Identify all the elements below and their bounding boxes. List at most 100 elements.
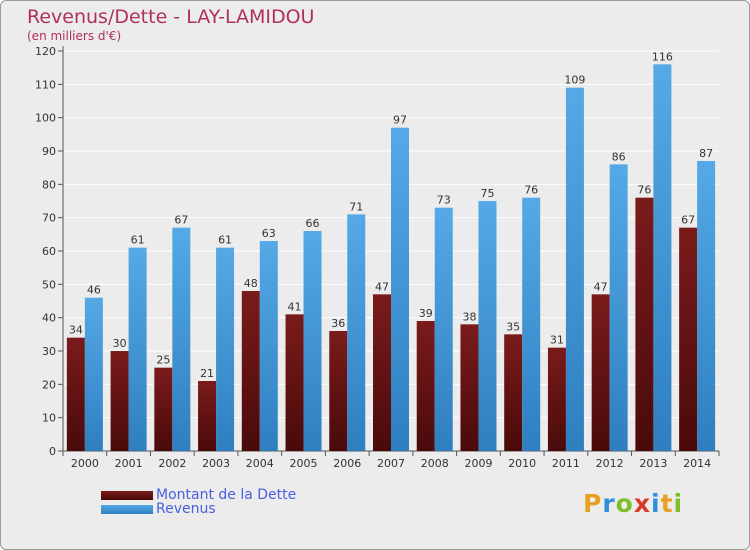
bar-debt-2003 — [198, 381, 217, 451]
x-tick-label-2014: 2014 — [683, 457, 711, 470]
logo-letter: i — [651, 489, 661, 518]
x-tick-label-2001: 2001 — [115, 457, 143, 470]
y-tick-label-60: 60 — [42, 245, 56, 258]
bar-revenue-2008 — [434, 207, 453, 451]
label-revenue-2002: 67 — [174, 214, 188, 227]
logo-letter: i — [673, 489, 684, 518]
label-revenue-2008: 73 — [437, 194, 451, 207]
label-revenue-2012: 86 — [612, 150, 626, 163]
bar-revenue-2013 — [653, 64, 672, 452]
bar-debt-2002 — [154, 367, 173, 451]
legend-label-debt: Montant de la Dette — [156, 487, 297, 503]
logo-letter: t — [660, 489, 674, 518]
logo-letter: o — [615, 489, 634, 518]
bar-debt-2009 — [460, 324, 479, 451]
bar-revenue-2012 — [609, 164, 628, 452]
y-tick-label-80: 80 — [42, 178, 56, 191]
label-debt-2005: 41 — [288, 300, 302, 313]
y-tick-label-10: 10 — [42, 412, 56, 425]
label-debt-2013: 76 — [637, 184, 651, 197]
y-tick-label-120: 120 — [35, 45, 56, 58]
label-debt-2008: 39 — [419, 307, 433, 320]
label-debt-2009: 38 — [462, 310, 476, 323]
label-revenue-2009: 75 — [480, 187, 494, 200]
chart-subtitle: (en milliers d'€) — [27, 29, 122, 43]
label-revenue-2007: 97 — [393, 114, 407, 127]
legend-item-debt: Montant de la Dette — [101, 487, 297, 503]
bar-revenue-2002 — [172, 227, 191, 451]
bar-revenue-2009 — [478, 201, 497, 451]
label-revenue-2013: 116 — [652, 50, 673, 63]
legend-item-revenue: Revenus — [101, 501, 216, 517]
proxiti-logo: Proxiti — [583, 489, 683, 518]
x-tick-label-2002: 2002 — [158, 457, 186, 470]
label-debt-2014: 67 — [681, 214, 695, 227]
bar-revenue-2010 — [522, 197, 541, 451]
label-revenue-2003: 61 — [218, 234, 232, 247]
bar-debt-2014 — [679, 227, 698, 451]
y-tick-label-20: 20 — [42, 378, 56, 391]
logo-letter: P — [583, 489, 603, 518]
label-debt-2004: 48 — [244, 277, 258, 290]
bar-revenue-2014 — [697, 161, 716, 451]
label-debt-2010: 35 — [506, 320, 520, 333]
y-tick-label-40: 40 — [42, 312, 56, 325]
y-tick-label-100: 100 — [35, 112, 56, 125]
label-debt-2000: 34 — [69, 324, 83, 337]
bar-revenue-2001 — [128, 247, 147, 451]
label-revenue-2014: 87 — [699, 147, 713, 160]
bars — [66, 64, 716, 452]
label-debt-2002: 25 — [156, 354, 170, 367]
bar-debt-2008 — [416, 321, 435, 451]
bar-revenue-2005 — [303, 231, 322, 451]
bar-debt-2010 — [504, 334, 523, 451]
x-tick-label-2000: 2000 — [71, 457, 99, 470]
label-revenue-2011: 109 — [564, 74, 585, 87]
x-tick-label-2011: 2011 — [552, 457, 580, 470]
label-revenue-2000: 46 — [87, 284, 101, 297]
legend-swatch-revenue — [101, 504, 153, 514]
bar-debt-2001 — [110, 351, 129, 451]
chart-title: Revenus/Dette - LAY-LAMIDOU — [27, 6, 315, 28]
label-debt-2001: 30 — [113, 337, 127, 350]
label-revenue-2005: 66 — [306, 217, 320, 230]
x-tick-label-2004: 2004 — [246, 457, 274, 470]
bar-revenue-2011 — [565, 87, 584, 452]
y-tick-label-0: 0 — [49, 445, 56, 458]
data-labels: 34 46 30 61 25 67 21 61 48 63 41 66 36 71 47 97 39 73 38 75… — [69, 50, 713, 380]
bar-revenue-2000 — [84, 297, 103, 451]
bar-debt-2012 — [591, 294, 610, 451]
x-tick-label-2005: 2005 — [290, 457, 318, 470]
label-debt-2003: 21 — [200, 367, 214, 380]
label-debt-2011: 31 — [550, 334, 564, 347]
x-tick-label-2013: 2013 — [639, 457, 667, 470]
bar-debt-2011 — [547, 347, 566, 451]
legend-swatch-debt — [101, 490, 153, 500]
label-debt-2007: 47 — [375, 280, 389, 293]
x-tick-label-2012: 2012 — [596, 457, 624, 470]
label-revenue-2001: 61 — [131, 234, 145, 247]
bar-revenue-2004 — [259, 241, 278, 451]
label-revenue-2006: 71 — [349, 200, 363, 213]
x-tick-label-2006: 2006 — [333, 457, 361, 470]
bar-debt-2007 — [373, 294, 391, 451]
bar-revenue-2007 — [391, 127, 409, 452]
logo-letter: x — [633, 489, 651, 518]
bar-debt-2013 — [635, 197, 654, 451]
bar-revenue-2006 — [347, 214, 366, 451]
y-tick-label-70: 70 — [42, 212, 56, 225]
bar-debt-2006 — [329, 331, 348, 451]
legend-label-revenue: Revenus — [156, 501, 216, 517]
bar-debt-2004 — [241, 291, 260, 451]
y-tick-label-90: 90 — [42, 145, 56, 158]
x-tick-label-2010: 2010 — [508, 457, 536, 470]
bar-debt-2000 — [66, 337, 85, 451]
logo-letter: r — [602, 489, 616, 518]
label-revenue-2010: 76 — [524, 184, 538, 197]
label-debt-2012: 47 — [594, 280, 608, 293]
y-tick-label-110: 110 — [35, 78, 56, 91]
x-tick-label-2007: 2007 — [377, 457, 405, 470]
axes: 0 10 20 30 40 50 60 70 80 90 100 110 120 2000 2001 2002… — [35, 45, 720, 470]
